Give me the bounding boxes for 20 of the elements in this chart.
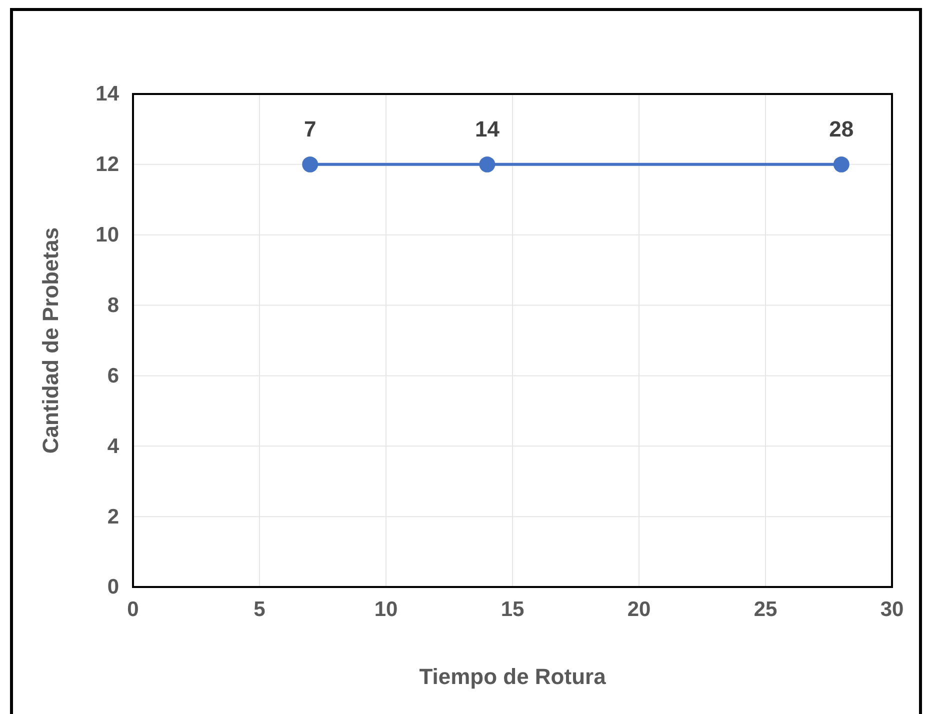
x-tick-label: 30 [880,598,904,621]
y-tick-label: 8 [107,294,120,318]
x-tick-label: 15 [500,598,524,621]
x-tick-label: 5 [254,598,266,621]
x-axis-title: Tiempo de Rotura [419,664,607,689]
x-tick-label: 25 [754,598,778,621]
y-tick-label: 6 [107,364,119,388]
annotation: 28 [829,116,854,142]
annotation: 7 [304,116,316,142]
x-tick-label: 0 [127,598,139,621]
y-tick-label: 14 [96,82,120,106]
y-tick-label: 12 [96,153,119,176]
x-tick-label: 10 [374,598,398,621]
y-tick-label: 4 [107,434,120,458]
annotation: 14 [474,116,500,142]
y-tick-label: 0 [107,576,119,599]
y-axis-title: Cantidad de Probetas [38,227,63,454]
y-tick-label: 10 [96,224,119,247]
x-tick-label: 20 [627,598,651,621]
y-tick-label: 2 [107,505,119,528]
